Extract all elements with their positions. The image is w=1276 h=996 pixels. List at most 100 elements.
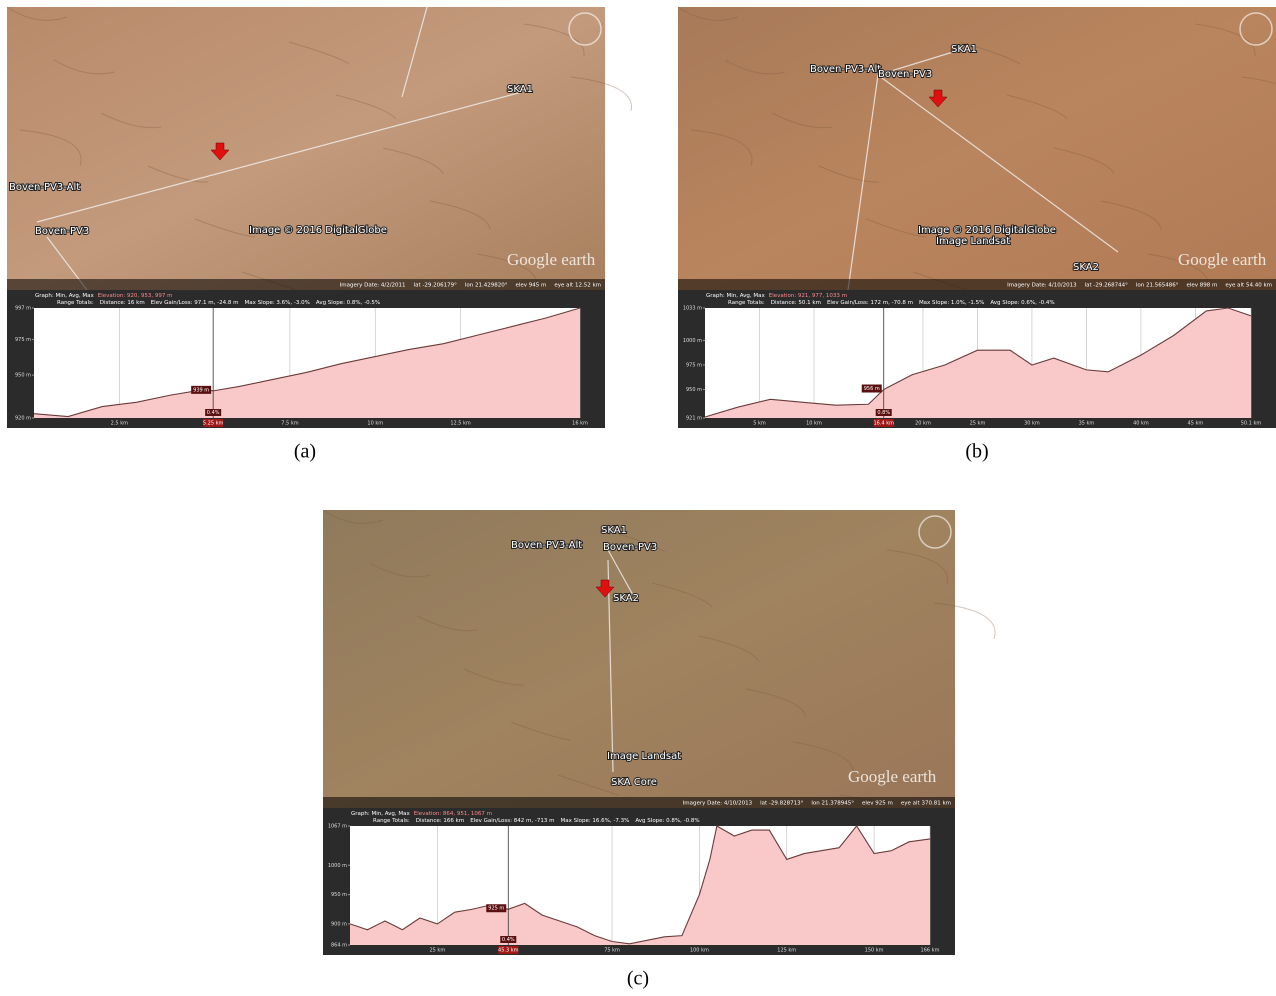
terrain-feature bbox=[463, 668, 525, 686]
cursor-distance-box bbox=[873, 419, 894, 427]
elevation-profile bbox=[33, 307, 581, 418]
gain-loss: Elev Gain/Loss: 842 m, -713 m bbox=[470, 818, 554, 824]
terrain-feature bbox=[771, 112, 833, 129]
map-imagery bbox=[323, 510, 955, 808]
map-label: Boven-PV3 bbox=[35, 226, 89, 237]
profile-fill bbox=[34, 308, 580, 418]
caption: (b) bbox=[965, 441, 988, 463]
terrain-feature bbox=[6, 6, 68, 21]
graph-label: Graph: Min, Avg, Max bbox=[351, 811, 411, 817]
panel: SKA1 Boven-PV3-Alt Boven-PV3 Image © 2016 D… bbox=[6, 6, 632, 428]
terrain-feature bbox=[886, 549, 948, 585]
status-imagery-date: Imagery Date: 4/10/2013 bbox=[683, 800, 753, 806]
path-line bbox=[607, 549, 634, 596]
watermark: Google earth bbox=[848, 767, 937, 786]
terrain-feature bbox=[792, 741, 854, 773]
status-text: Imagery Date: 4/10/2013 lat -29.828713° lo… bbox=[683, 800, 951, 806]
cursor-slope: 0.8% bbox=[877, 410, 890, 416]
map-label: Boven-PV3-Alt bbox=[810, 64, 881, 75]
x-tick-label: 40 km bbox=[1133, 421, 1149, 427]
cursor-elevation: 956 m bbox=[864, 386, 880, 392]
x-tick-label: 125 km bbox=[777, 948, 796, 954]
terrain-feature bbox=[288, 41, 350, 65]
terrain-feature bbox=[818, 165, 880, 183]
status-lat: lat -29.268744° bbox=[1085, 282, 1129, 288]
x-tick-label: 12.5 km bbox=[450, 421, 471, 427]
status-elev: elev 898 m bbox=[1186, 282, 1217, 288]
status-bar bbox=[678, 279, 1276, 290]
avg-slope: Avg Slope: 0.8%, -0.5% bbox=[316, 300, 380, 306]
x-tick-label: 30 km bbox=[1024, 421, 1040, 427]
cursor-slope-box bbox=[205, 409, 222, 416]
map-label: Boven-PV3 bbox=[878, 69, 932, 80]
avg-slope: Avg Slope: 0.6%, -0.4% bbox=[990, 300, 1054, 306]
max-slope: Max Slope: 1.0%, -1.5% bbox=[919, 300, 984, 306]
terrain-feature bbox=[369, 562, 431, 578]
cursor-distance: 5.25 km bbox=[203, 421, 224, 427]
profile-header: Graph: Min, Avg, Max Elevation: 864, 951,… bbox=[351, 811, 492, 817]
graph-label: Graph: Min, Avg, Max bbox=[35, 293, 95, 299]
map-label: Boven-PV3-Alt bbox=[9, 182, 80, 193]
elevation-profile bbox=[704, 307, 1252, 418]
cursor-slope-box bbox=[875, 409, 892, 416]
profile-totals: Range Totals: Distance: 16 km Elev Gain/Lo… bbox=[57, 300, 380, 306]
elevation-summary: Elevation: 921, 977, 1033 m bbox=[769, 293, 847, 299]
map-label: SKA1 bbox=[601, 525, 627, 536]
y-tick-label: 950 m bbox=[686, 387, 702, 393]
path-line bbox=[36, 91, 523, 223]
x-tick-label: 35 km bbox=[1079, 421, 1095, 427]
cursor-elevation: 939 m bbox=[193, 387, 209, 393]
compass bbox=[1239, 12, 1273, 46]
status-imagery-date: Imagery Date: 4/2/2011 bbox=[340, 282, 406, 288]
map-label: Image Landsat bbox=[607, 751, 681, 762]
terrain-feature bbox=[1006, 94, 1068, 120]
map-label: SKA2 bbox=[1073, 262, 1099, 273]
cursor-elevation: 925 m bbox=[488, 906, 504, 912]
terrain-feature bbox=[570, 76, 632, 112]
terrain-feature bbox=[677, 6, 739, 21]
cursor-distance-box bbox=[203, 419, 224, 427]
y-tick-label: 900 m bbox=[331, 921, 347, 927]
profile-fill bbox=[350, 826, 930, 945]
cursor-arrow bbox=[928, 89, 948, 108]
terrain-feature bbox=[959, 41, 1021, 65]
y-tick-label: 1000 m bbox=[683, 338, 702, 344]
cursor-distance: 16.4 km bbox=[873, 421, 894, 427]
map-label: Boven-PV3-Alt bbox=[511, 540, 582, 551]
y-tick-label: 1000 m bbox=[328, 863, 347, 869]
terrain-feature bbox=[604, 529, 666, 553]
map-label: SKA1 bbox=[951, 44, 977, 55]
status-bar bbox=[323, 797, 955, 808]
y-tick-label: 975 m bbox=[15, 337, 31, 343]
y-tick-label: 1067 m bbox=[328, 824, 347, 830]
y-tick-label: 975 m bbox=[686, 362, 702, 368]
terrain-feature bbox=[1053, 147, 1115, 175]
terrain-feature bbox=[147, 165, 209, 183]
x-tick-label: 10 km bbox=[367, 421, 383, 427]
cursor-distance: 45.3 km bbox=[498, 948, 519, 954]
map-label: SKA1 bbox=[507, 84, 533, 95]
y-tick-label: 950 m bbox=[15, 373, 31, 379]
cursor-slope: 0.4% bbox=[207, 410, 220, 416]
path-line bbox=[877, 74, 1119, 253]
compass bbox=[568, 12, 602, 46]
status-imagery-date: Imagery Date: 4/10/2013 bbox=[1007, 282, 1077, 288]
terrain-feature bbox=[557, 774, 619, 796]
avg-slope: Avg Slope: 0.8%, -0.8% bbox=[635, 818, 699, 824]
map-label: Image © 2016 DigitalGlobe bbox=[249, 225, 387, 236]
terrain-feature bbox=[19, 129, 82, 167]
elevation-summary: Elevation: 864, 951, 1067 m bbox=[414, 811, 492, 817]
profile-header: Graph: Min, Avg, Max Elevation: 921, 977,… bbox=[706, 293, 847, 299]
cursor-elevation-box bbox=[861, 384, 882, 393]
status-lon: lon 21.429820° bbox=[465, 282, 508, 288]
y-tick-label: 950 m bbox=[331, 892, 347, 898]
cursor-distance-box bbox=[498, 946, 519, 954]
x-tick-label: 75 km bbox=[604, 948, 620, 954]
x-tick-label: 16 km bbox=[572, 421, 588, 427]
profile-totals: Range Totals: Distance: 50.1 km Elev Gain/… bbox=[728, 300, 1055, 306]
path-line bbox=[607, 559, 614, 773]
x-tick-label: 150 km bbox=[865, 948, 884, 954]
x-tick-label: 100 km bbox=[690, 948, 709, 954]
